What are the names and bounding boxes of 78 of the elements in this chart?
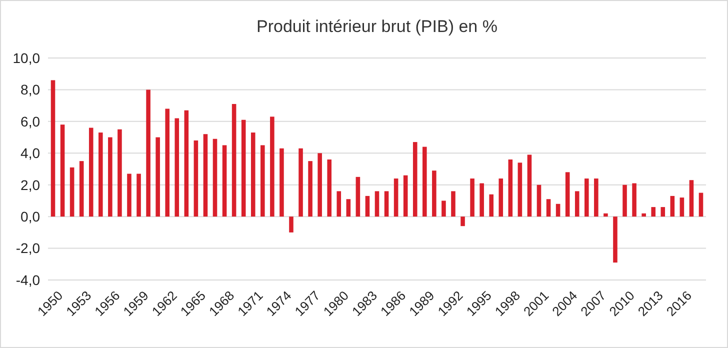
y-tick-label: 8,0	[20, 82, 40, 98]
bar	[680, 198, 684, 217]
bar	[556, 204, 560, 217]
bar	[613, 216, 618, 263]
bar	[318, 153, 322, 217]
bar	[574, 191, 580, 217]
y-tick-label: 6,0	[20, 113, 40, 130]
bar	[250, 132, 256, 217]
bar	[632, 183, 636, 217]
bar	[412, 142, 418, 217]
bar	[212, 138, 218, 217]
bar	[584, 178, 589, 217]
bar	[60, 124, 65, 217]
bar	[298, 148, 303, 217]
bar	[489, 194, 494, 217]
y-tick-label: 0,0	[20, 208, 40, 224]
bar	[422, 146, 427, 217]
bar	[356, 176, 360, 217]
y-tick-label: -4,0	[16, 272, 40, 288]
bar	[394, 178, 398, 217]
bar	[270, 116, 274, 217]
bar	[280, 148, 284, 217]
bar	[442, 200, 446, 217]
bar	[260, 145, 265, 217]
y-tick-label: -2,0	[16, 240, 40, 256]
bar	[136, 174, 141, 217]
bar	[308, 161, 312, 217]
y-tick-label: 2,0	[20, 176, 40, 193]
bar	[565, 172, 570, 217]
bar	[98, 132, 103, 217]
bar	[127, 174, 132, 217]
bar	[232, 104, 236, 217]
bar	[660, 207, 666, 217]
y-tick-label: 4,0	[20, 145, 40, 162]
bar	[480, 183, 484, 217]
bar	[518, 162, 522, 217]
bar	[174, 118, 180, 217]
bar	[203, 134, 208, 217]
bar	[336, 191, 342, 217]
bar	[241, 120, 246, 217]
y-tick-label: 10,0	[12, 50, 40, 66]
bar	[527, 154, 532, 217]
bar	[79, 161, 84, 217]
bar	[365, 196, 370, 217]
bar	[184, 110, 189, 217]
bar	[594, 178, 598, 217]
bar	[604, 213, 608, 217]
bar	[460, 216, 465, 226]
bar	[403, 175, 408, 217]
bar	[536, 184, 542, 217]
bar	[642, 213, 646, 217]
bar	[327, 159, 332, 217]
bar	[670, 196, 675, 217]
bar	[118, 129, 122, 217]
bar	[451, 191, 456, 217]
bar	[146, 90, 150, 217]
bar	[165, 108, 170, 217]
bar	[384, 191, 389, 217]
bar	[289, 216, 294, 232]
bar	[194, 140, 198, 217]
bar	[346, 199, 351, 217]
bar	[222, 145, 227, 217]
bar	[88, 128, 94, 217]
bar	[546, 199, 551, 217]
bar	[498, 178, 504, 217]
bar	[70, 167, 74, 217]
bar	[108, 137, 112, 217]
bar	[698, 192, 704, 217]
bar	[50, 80, 56, 217]
bar	[689, 180, 694, 217]
bar	[374, 191, 380, 217]
bar	[156, 137, 160, 217]
bar	[651, 207, 656, 217]
bar	[508, 159, 513, 217]
bar	[470, 178, 474, 217]
bar	[622, 184, 627, 217]
bar	[432, 170, 436, 217]
chart-title: Produit intérieur brut (PIB) en %	[256, 17, 498, 36]
